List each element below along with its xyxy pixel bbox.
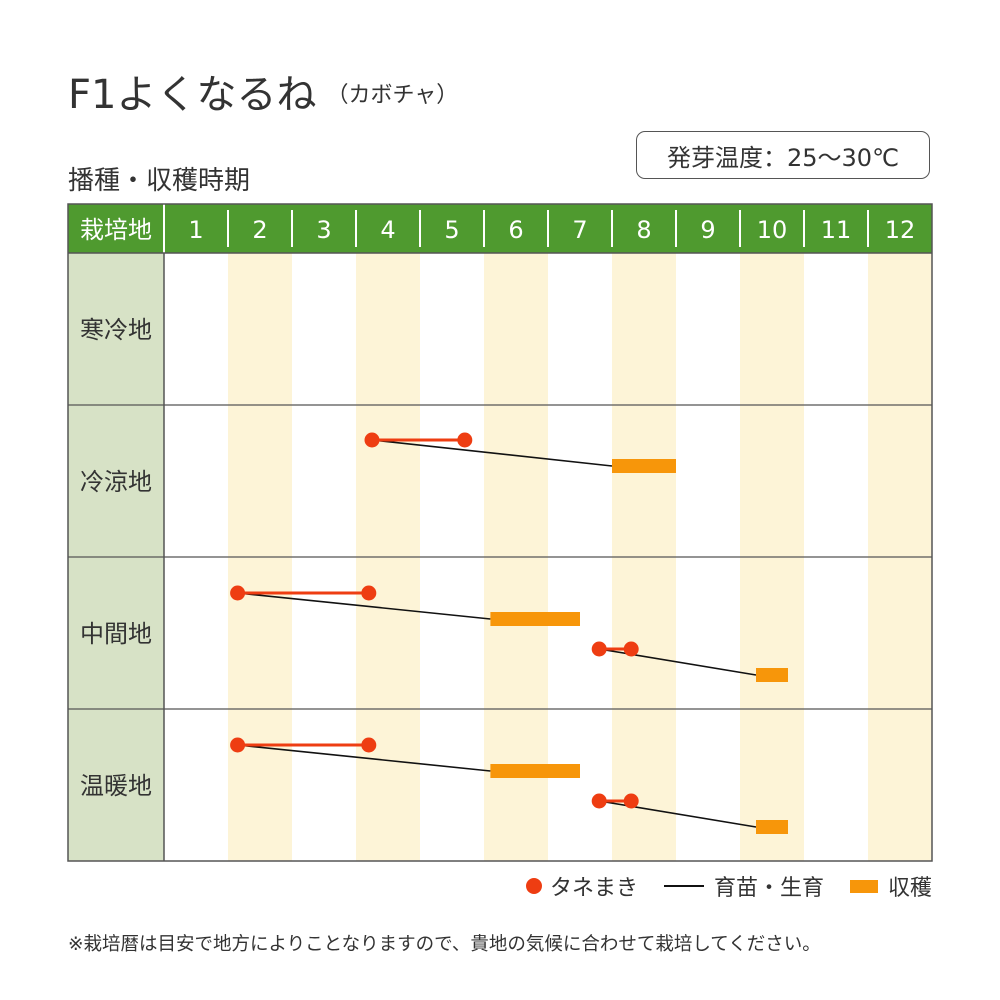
legend-sowing-label: タネまき <box>549 876 638 901</box>
harvest-bar <box>756 668 788 682</box>
month-label: 5 <box>444 216 459 244</box>
sowing-dot <box>591 793 607 809</box>
month-label: 7 <box>572 216 587 244</box>
region-label: 冷涼地 <box>80 468 152 496</box>
month-label: 12 <box>885 216 916 244</box>
sowing-dot <box>361 585 377 601</box>
region-label: 寒冷地 <box>80 316 152 344</box>
growth-line <box>237 592 491 620</box>
month-label: 9 <box>700 216 715 244</box>
month-label: 4 <box>380 216 395 244</box>
sowing-dot <box>591 641 607 657</box>
table-border <box>67 203 933 862</box>
legend: タネまき 育苗・生育 収穫 <box>500 870 932 902</box>
germination-temp-badge: 発芽温度：25～30℃ <box>636 131 930 179</box>
growth-line <box>237 744 491 772</box>
month-label: 10 <box>757 216 788 244</box>
sowing-dot <box>364 432 380 448</box>
month-label: 2 <box>252 216 267 244</box>
section-title: 播種・収穫時期 <box>68 166 251 196</box>
germination-temp-text: 発芽温度：25～30℃ <box>666 143 900 172</box>
footnote: ※栽培暦は目安で地方によりことなりますので、貴地の気候に合わせて栽培してください… <box>68 934 821 955</box>
growth-line <box>371 439 613 467</box>
growth-line-icon <box>663 885 704 887</box>
sowing-dot <box>230 737 246 753</box>
region-label: 温暖地 <box>80 772 152 800</box>
sowing-dot <box>457 432 473 448</box>
harvest-bar <box>756 820 788 834</box>
harvest-bar <box>490 612 580 626</box>
month-label: 11 <box>821 216 852 244</box>
sowing-dot <box>361 737 377 753</box>
legend-harvest-label: 収穫 <box>887 876 932 901</box>
title-text: F1よくなるね <box>68 72 317 118</box>
sowing-dot-icon <box>525 878 542 894</box>
harvest-bar <box>612 459 676 473</box>
month-label: 8 <box>636 216 651 244</box>
legend-growth-label: 育苗・生育 <box>713 876 824 901</box>
title-subtitle: （カボチャ） <box>326 83 459 108</box>
sowing-dot <box>230 585 246 601</box>
legend-harvest: 収穫 <box>849 870 932 902</box>
corner-label: 栽培地 <box>80 216 152 244</box>
month-label: 3 <box>316 216 331 244</box>
header-band <box>68 204 932 253</box>
page-title: F1よくなるね （カボチャ） <box>68 62 458 120</box>
month-label: 1 <box>188 216 203 244</box>
sowing-dot <box>623 793 639 809</box>
sowing-dot <box>623 641 639 657</box>
harvest-bar-icon <box>849 879 878 893</box>
region-label: 中間地 <box>80 620 152 648</box>
harvest-bar <box>490 764 580 778</box>
month-label: 6 <box>508 216 523 244</box>
legend-sowing: タネまき <box>525 870 638 902</box>
legend-growth: 育苗・生育 <box>663 870 824 902</box>
